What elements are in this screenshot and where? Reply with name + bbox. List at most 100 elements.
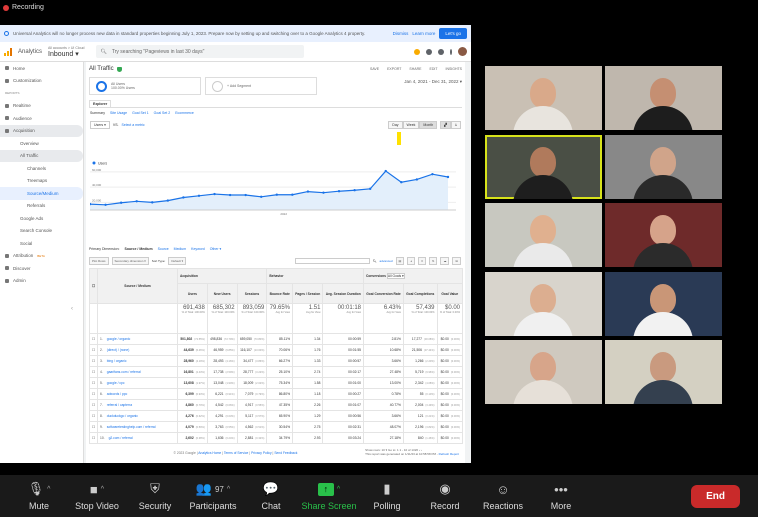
stop-video-button[interactable]: ■ ^ Stop Video [68,481,126,512]
select-metric-link[interactable]: Select a metric [121,123,145,127]
dim-source[interactable]: Source [157,247,169,251]
participants-button[interactable]: 👥 97 ^ Participants [184,481,242,511]
feedback-link[interactable]: Send Feedback [274,451,298,455]
caret-up-icon[interactable]: ^ [336,485,341,493]
edit-button[interactable]: EDIT [429,67,438,71]
more-button[interactable]: ••• More [532,481,590,512]
participant-video[interactable] [485,340,602,404]
table-search-input[interactable] [294,258,370,264]
date-range-picker[interactable]: Jan 4, 2021 - Dec 31, 2022 ▾ [404,79,462,84]
learn-more-link[interactable]: Learn more [412,31,436,36]
caret-up-icon[interactable]: ^ [47,485,51,493]
save-button[interactable]: SAVE [370,67,380,71]
caret-up-icon[interactable]: ^ [100,485,105,493]
source-link[interactable]: adwords / ppc [106,392,128,396]
pagination-controls[interactable]: Show rows: 10 ▾ Go to: 1 1 - 10 of 1326 [365,448,419,452]
line-chart-icon[interactable]: ▞ [440,121,451,129]
col-header[interactable]: Users [177,283,208,304]
data-point[interactable] [166,199,170,202]
metric-dropdown[interactable]: Users ▾ [90,121,110,129]
notifications-icon[interactable] [414,48,420,55]
search-icon[interactable]: 🔍︎ [372,259,377,263]
add-segment-button[interactable]: + Add Segment [205,77,317,95]
sidebar-item-admin[interactable]: Admin [0,275,83,288]
participant-video[interactable] [485,203,602,267]
data-point[interactable] [182,196,185,199]
dim-medium[interactable]: Medium [173,247,187,251]
sidebar-item-channels[interactable]: Channels [27,165,47,171]
data-point[interactable] [415,178,419,181]
data-point[interactable] [275,193,278,196]
security-button[interactable]: ⛨ Security [126,481,184,511]
lets-go-button[interactable]: Let's go [439,28,467,39]
chat-button[interactable]: 💬 Chat [242,481,300,511]
row-checkbox[interactable]: ☐ [89,399,98,411]
plot-rows-button[interactable]: Plot Rows [89,257,109,265]
sidebar-item-treemaps[interactable]: Treemaps [27,178,48,184]
dim-keyword[interactable]: Keyword [191,247,205,251]
data-point[interactable] [291,193,294,196]
goals-dropdown[interactable]: All Goals ▾ [386,273,405,279]
source-link[interactable]: google / organic [106,337,131,341]
sidebar-item-social[interactable]: Social [20,240,33,246]
select-all-checkbox[interactable]: ☐ [89,268,98,304]
data-point[interactable] [119,201,123,204]
data-point[interactable] [90,202,92,206]
polling-button[interactable]: ▮ Polling [358,481,416,511]
row-checkbox[interactable]: ☐ [89,432,98,444]
col-header[interactable]: Goal Completions [402,283,438,304]
share-screen-button[interactable]: ↑ ^ Share Screen [300,481,358,511]
row-checkbox[interactable]: ☐ [89,410,98,422]
account-avatar[interactable] [458,47,467,56]
share-button[interactable]: SHARE [409,67,422,71]
col-header[interactable]: Avg. Session Duration [322,283,365,304]
mute-button[interactable]: 🎙 ^ Mute [10,481,68,511]
source-link[interactable]: softwaretestinghelp.com / referral [106,425,156,429]
subtab-goal-set-2[interactable]: Goal Set 2 [153,111,171,115]
privacy-link[interactable]: Privacy Policy [251,451,272,455]
subtab-site-usage[interactable]: Site Usage [109,111,128,115]
data-point[interactable] [431,172,434,176]
col-header[interactable]: New Users [206,283,238,304]
analytics-home-link[interactable]: Analytics Home [198,451,222,455]
sidebar-item-acquisition[interactable]: Acquisition [0,124,83,137]
participant-video[interactable] [605,66,722,130]
advanced-link[interactable]: advanced [379,259,393,263]
data-point[interactable] [135,200,138,203]
tab-explorer[interactable]: Explorer [89,100,112,107]
subtab-ecommerce[interactable]: Ecommerce [175,111,194,115]
source-link[interactable]: gaarifans.com / referral [106,370,141,374]
data-point[interactable] [353,189,356,192]
segment-all-users[interactable]: All Users 100.00% Users [89,77,201,95]
data-point[interactable] [306,190,310,193]
data-point[interactable] [384,169,387,173]
source-link[interactable]: bing / organic [106,359,127,363]
export-button[interactable]: EXPORT [387,67,402,71]
more-vert-icon[interactable] [450,48,452,55]
day-button[interactable]: Day [388,121,403,129]
reactions-button[interactable]: ☺ Reactions [474,481,532,512]
sidebar-item-google-ads[interactable]: Google Ads [20,215,44,221]
sidebar-item-overview[interactable]: Overview [20,140,39,146]
refresh-report-link[interactable]: Refresh Report [438,452,459,456]
dim-other[interactable]: Other ▾ [209,247,222,251]
motion-chart-icon[interactable]: ⅄ [450,121,461,129]
participant-video-active-speaker[interactable] [485,134,602,199]
dismiss-link[interactable]: Dismiss [392,31,409,36]
participant-video[interactable] [605,134,722,199]
caret-up-icon[interactable]: ^ [226,485,231,493]
data-point[interactable] [197,194,201,197]
sidebar-item-search-console[interactable]: Search Console [20,228,53,234]
col-header[interactable]: Bounce Rate [266,283,294,304]
sidebar-item-realtime[interactable]: Realtime [0,100,83,113]
sidebar-item-source-medium[interactable]: Source/Medium [0,187,83,200]
sidebar-item-audience[interactable]: Audience [0,112,83,125]
performance-view-icon[interactable]: ≡ [418,257,426,265]
data-point[interactable] [368,187,372,191]
data-point[interactable] [104,203,107,207]
record-button[interactable]: ◉ Record [416,481,474,511]
col-header[interactable]: Goal Conversion Rate [363,283,404,304]
pie-view-icon[interactable]: ◕ [407,257,416,265]
data-point[interactable] [244,193,247,197]
source-link[interactable]: (direct) / (none) [106,348,130,352]
